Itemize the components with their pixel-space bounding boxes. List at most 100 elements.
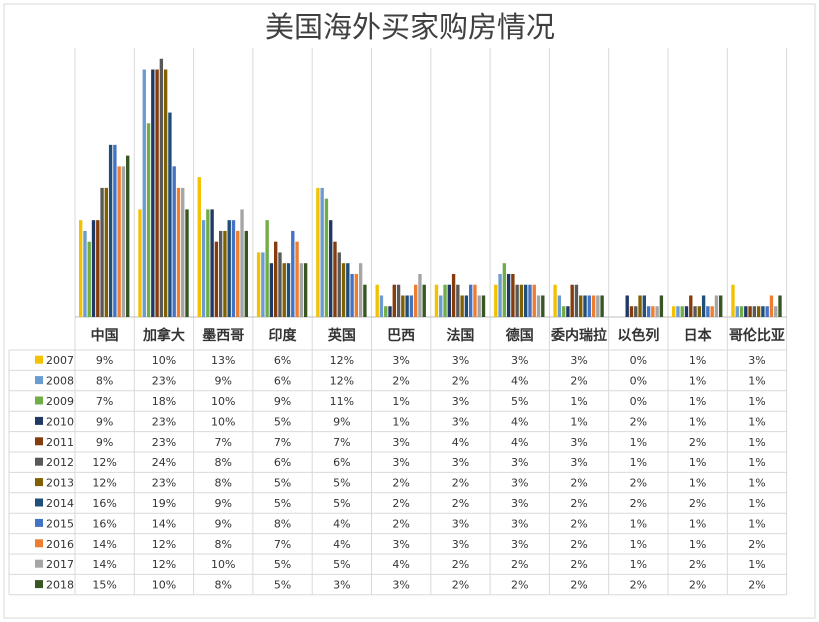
data-label: 2% (630, 497, 647, 510)
category-label: 加拿大 (142, 327, 185, 344)
data-label: 12% (92, 456, 116, 469)
grid (74, 48, 788, 595)
bar (197, 177, 201, 317)
data-label: 4% (452, 436, 469, 449)
data-label: 1% (748, 395, 765, 408)
data-label: 9% (215, 375, 232, 388)
bar (274, 241, 278, 317)
bar (201, 220, 206, 317)
data-label: 1% (748, 558, 765, 571)
category-label: 德国 (506, 327, 534, 344)
data-label: 0% (630, 375, 647, 388)
data-label: 12% (92, 477, 116, 490)
data-label: 5% (333, 558, 350, 571)
bar (498, 273, 502, 317)
data-label: 1% (748, 517, 765, 530)
bar (223, 230, 227, 317)
data-label: 1% (748, 375, 765, 388)
bar (519, 284, 524, 317)
bar (680, 306, 684, 317)
data-label: 2% (689, 497, 706, 510)
bar (672, 306, 676, 317)
bar (104, 187, 109, 317)
data-label: 2% (748, 538, 765, 551)
bar (684, 306, 689, 317)
data-label: 3% (392, 538, 409, 551)
data-label: 5% (333, 477, 350, 490)
data-label: 2% (689, 436, 706, 449)
bar (295, 241, 299, 317)
bar (460, 295, 464, 317)
bar (731, 284, 735, 317)
bar (422, 284, 426, 317)
bar (473, 284, 477, 317)
data-label: 1% (392, 395, 409, 408)
bar (117, 166, 121, 317)
data-label: 9% (215, 497, 232, 510)
data-label: 8% (96, 375, 113, 388)
data-label: 3% (570, 456, 587, 469)
data-label: 3% (452, 456, 469, 469)
bar (113, 144, 117, 317)
data-label: 11% (330, 395, 354, 408)
bar (765, 306, 769, 317)
bar (481, 295, 486, 317)
data-label: 14% (152, 517, 176, 530)
data-label: 2% (689, 558, 706, 571)
data-label: 5% (511, 395, 528, 408)
chart-border (3, 3, 816, 619)
data-label: 7% (215, 436, 232, 449)
data-label: 3% (570, 436, 587, 449)
bar (303, 263, 308, 317)
data-label: 2% (452, 375, 469, 388)
data-label: 3% (570, 354, 587, 367)
data-label: 4% (333, 538, 350, 551)
bar (138, 209, 142, 317)
data-label: 3% (748, 354, 765, 367)
legend-label: 2012 (46, 456, 74, 469)
bar (159, 58, 164, 317)
bar (375, 284, 379, 317)
bar (502, 263, 507, 317)
legend-key (35, 518, 43, 527)
data-label: 2% (570, 375, 587, 388)
bar (579, 295, 583, 317)
data-label: 16% (92, 517, 116, 530)
bar (337, 252, 341, 317)
data-label: 23% (152, 375, 176, 388)
bar (587, 295, 591, 317)
bar (333, 241, 337, 317)
data-label: 16% (92, 497, 116, 510)
data-table: 中国 加拿大 墨西哥 印度 英国 巴西 法国 德国 委内瑞拉 以色列 日本 哥伦比亚 2007 9% 10%… (8, 327, 787, 596)
data-label: 8% (274, 517, 291, 530)
data-label: 1% (630, 538, 647, 551)
data-label: 2% (511, 579, 528, 592)
data-label: 1% (748, 415, 765, 428)
bar (121, 166, 126, 317)
data-label: 3% (452, 415, 469, 428)
data-label: 18% (152, 395, 176, 408)
legend-key (35, 457, 43, 466)
data-label: 1% (748, 456, 765, 469)
bar (494, 284, 498, 317)
bar (185, 209, 189, 317)
bar (735, 306, 739, 317)
category-label: 中国 (91, 327, 119, 344)
bar (244, 230, 248, 317)
data-label: 8% (215, 538, 232, 551)
data-label: 5% (274, 415, 291, 428)
bar (396, 284, 401, 317)
data-label: 0% (630, 395, 647, 408)
data-label: 1% (630, 456, 647, 469)
bar (96, 220, 100, 317)
data-label: 1% (630, 517, 647, 530)
data-label: 5% (333, 497, 350, 510)
legend-label: 2010 (46, 415, 74, 428)
data-label: 3% (452, 395, 469, 408)
bar (282, 263, 286, 317)
legend-label: 2009 (46, 395, 74, 408)
data-label: 1% (689, 477, 706, 490)
bar (236, 230, 240, 317)
data-label: 2% (452, 558, 469, 571)
